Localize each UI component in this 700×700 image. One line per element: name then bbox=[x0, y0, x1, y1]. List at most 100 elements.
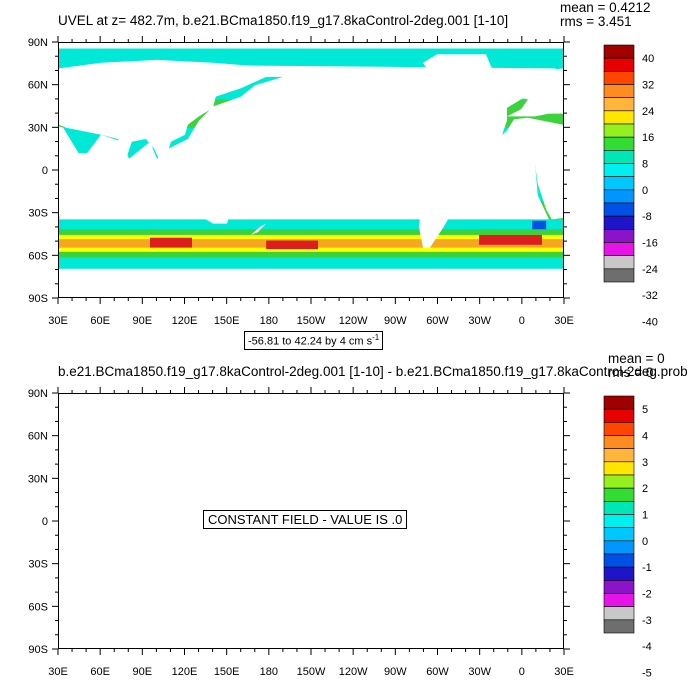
acc-jet-indian bbox=[150, 237, 192, 248]
panel1-colorbar-label: 40 bbox=[642, 53, 654, 65]
panel1-colorbar-label: -8 bbox=[642, 211, 652, 223]
panel2-colorbar-label: 4 bbox=[642, 431, 648, 443]
panel2-title: b.e21.BCma1850.f19_g17.8kaControl-2deg.0… bbox=[58, 364, 688, 379]
panel1-xtick-label: 30E bbox=[48, 315, 68, 327]
panel1-ytick-label: 60S bbox=[28, 250, 48, 262]
contour-info-exponent: -1 bbox=[372, 333, 380, 342]
panel1-plot-area bbox=[58, 42, 564, 298]
panel2-ytick-label: 0 bbox=[42, 516, 48, 528]
panel2-mean: mean = 0 bbox=[608, 351, 665, 366]
panel2-ytick-label: 60S bbox=[28, 601, 48, 613]
panel1-colorbar: 40 32 24 16 8 0 -8 -16 -24 -32 -40 bbox=[603, 44, 658, 329]
panel1-xtick-label: 30E bbox=[554, 315, 574, 327]
panel1-colorbar-label: 0 bbox=[642, 185, 648, 197]
panel1-ytick-label: 90N bbox=[28, 37, 48, 49]
acc-jet-atlantic bbox=[479, 234, 542, 245]
panel1-ytick-label: 0 bbox=[42, 165, 48, 177]
panel2-colorbar-cell bbox=[603, 606, 635, 621]
land-australia bbox=[176, 185, 232, 224]
panel2-xtick-label: 150W bbox=[297, 666, 326, 678]
panel2-ytick-label: 30N bbox=[28, 473, 48, 485]
panel1-xtick-label: 120W bbox=[339, 315, 368, 327]
land-madagascar bbox=[78, 188, 87, 206]
panel1-xtick-label: 150W bbox=[297, 315, 326, 327]
panel2-colorbar-cell bbox=[603, 593, 635, 607]
panel1-colorbar-label: -24 bbox=[642, 264, 658, 276]
panel2-rms: rms = 0 bbox=[608, 365, 654, 380]
panel2-colorbar-cell bbox=[603, 487, 635, 502]
panel2-colorbar-cell bbox=[603, 435, 635, 449]
panel1-xtick-label: 120E bbox=[172, 315, 198, 327]
panel2-constant-note: CONSTANT FIELD - VALUE IS .0 bbox=[203, 510, 408, 529]
panel2-colorbar-cell bbox=[603, 395, 635, 410]
panel2-colorbar-label: 3 bbox=[642, 457, 648, 469]
panel2-colorbar-label: -5 bbox=[642, 668, 652, 680]
panel1-mean: mean = 0.4212 bbox=[560, 0, 651, 15]
panel2-colorbar-cell bbox=[603, 422, 635, 436]
panel2-colorbar: 5 4 3 2 1 0 -1 -2 -3 -4 -5 bbox=[603, 395, 652, 680]
panel1-xtick-label: 60E bbox=[90, 315, 110, 327]
land-north-america bbox=[283, 68, 444, 145]
panel1-ytick-label: 60N bbox=[28, 80, 48, 92]
panel1-title: UVEL at z= 482.7m, b.e21.BCma1850.f19_g1… bbox=[58, 13, 509, 28]
panel2-ytick-label: 90S bbox=[28, 644, 48, 656]
panel2-colorbar-label: -4 bbox=[642, 641, 652, 653]
panel1-colorbar-label: 16 bbox=[642, 132, 654, 144]
panel1-xtick-label: 90W bbox=[384, 315, 407, 327]
panel1-ytick-label: 30S bbox=[28, 208, 48, 220]
land-uk bbox=[511, 88, 519, 100]
panel2-ytick-label: 30S bbox=[28, 559, 48, 571]
agulhas bbox=[532, 220, 547, 230]
panel2-colorbar-cell bbox=[603, 566, 635, 581]
land-indonesia bbox=[150, 162, 227, 182]
panel2-colorbar-label: 0 bbox=[642, 536, 648, 548]
panel1-colorbar-label: -16 bbox=[642, 238, 658, 250]
arctic-band bbox=[59, 48, 563, 60]
panel2-colorbar-cell bbox=[603, 461, 635, 476]
panel2-colorbar-cell bbox=[603, 448, 635, 463]
panel1-map bbox=[59, 48, 563, 297]
panel2-colorbar-label: 1 bbox=[642, 510, 648, 522]
panel2-colorbar-cell bbox=[603, 501, 635, 515]
panel2-xtick-label: 30E bbox=[554, 666, 574, 678]
land-east-africa bbox=[59, 126, 89, 218]
panel2-colorbar-label: 5 bbox=[642, 404, 648, 416]
panel1-colorbar-label: 8 bbox=[642, 159, 648, 171]
panel1-xtick-label: 0 bbox=[519, 315, 525, 327]
panel1-xtick-label: 90E bbox=[133, 315, 153, 327]
panel1-xtick-label: 150E bbox=[214, 315, 240, 327]
panel1-colorbar-label: 32 bbox=[642, 80, 654, 92]
panel2-colorbar-cell bbox=[603, 553, 635, 568]
panel2-colorbar-cell bbox=[603, 514, 635, 528]
land-south-america bbox=[388, 144, 472, 248]
panel1-contour-info: -56.81 to 42.24 by 4 cm s-1 bbox=[244, 331, 384, 350]
land-antarctica bbox=[59, 268, 563, 297]
panel2-colorbar-label: -1 bbox=[642, 562, 652, 574]
panel1-colorbar-label: -32 bbox=[642, 290, 658, 302]
panel2-colorbar-cell bbox=[603, 474, 635, 489]
panel1-ytick-label: 30N bbox=[28, 122, 48, 134]
panel2-colorbar-label: 2 bbox=[642, 483, 648, 495]
panel2-xtick-label: 30E bbox=[48, 666, 68, 678]
panel2-xtick-label: 60E bbox=[90, 666, 110, 678]
land-greenland bbox=[423, 54, 493, 86]
panel1-colorbar-cell bbox=[603, 268, 635, 283]
panel2-xtick-label: 0 bbox=[519, 666, 525, 678]
panel1-xtick-label: 30W bbox=[468, 315, 491, 327]
panel2-xtick-label: 120E bbox=[172, 666, 198, 678]
panel2-xtick-label: 150E bbox=[214, 666, 240, 678]
panel1-colorbar-label: 24 bbox=[642, 106, 654, 118]
panel2-xtick-label: 90W bbox=[384, 666, 407, 678]
acc-jet-pacific bbox=[266, 240, 318, 250]
panel1-xtick-label: 60W bbox=[426, 315, 449, 327]
panel2-colorbar-cell bbox=[603, 540, 635, 555]
panel2-colorbar-cell bbox=[603, 580, 635, 594]
panel2-ytick-label: 90N bbox=[28, 388, 48, 400]
land-new-zealand bbox=[250, 223, 267, 235]
panel1-xtick-label: 180 bbox=[260, 315, 278, 327]
contour-info-text: -56.81 to 42.24 by 4 cm s bbox=[248, 335, 373, 348]
land-west-africa bbox=[495, 117, 563, 220]
panel2-colorbar-label: -3 bbox=[642, 615, 652, 627]
panel2-xtick-label: 120W bbox=[339, 666, 368, 678]
